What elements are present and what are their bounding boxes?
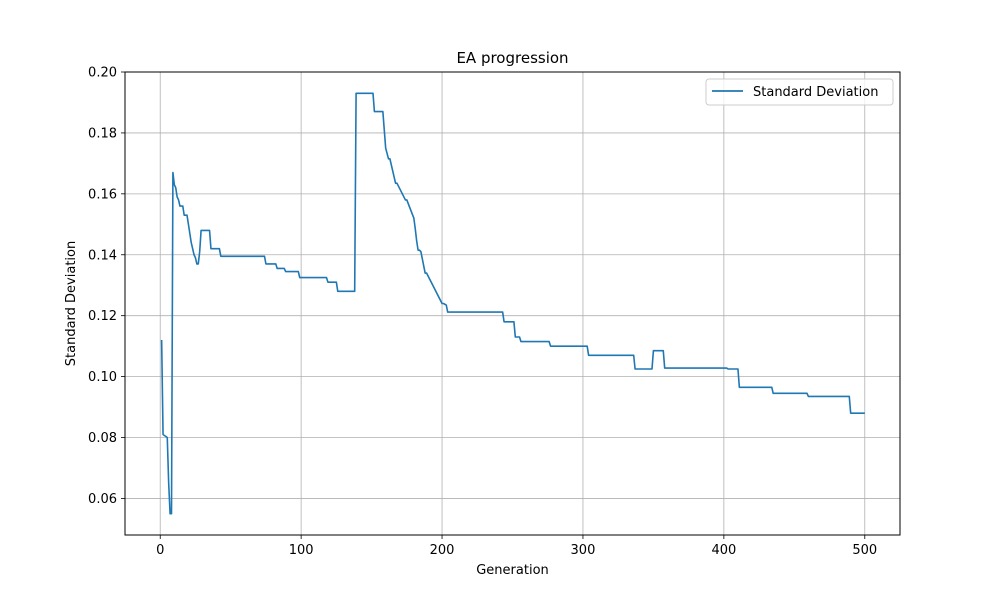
y-tick-label: 0.14 <box>88 248 117 263</box>
x-tick-label: 0 <box>156 543 164 558</box>
legend-box <box>705 78 894 106</box>
legend: Standard Deviation <box>705 78 894 106</box>
y-tick-label: 0.10 <box>88 370 117 385</box>
y-tick-label: 0.08 <box>88 431 117 446</box>
x-tick-label: 300 <box>571 543 596 558</box>
x-tick-label: 400 <box>711 543 736 558</box>
x-axis-label: Generation <box>476 563 549 578</box>
y-tick-label: 0.12 <box>88 309 117 324</box>
series-layer <box>160 92 865 515</box>
plot-area-frame <box>124 71 901 536</box>
x-tick-label: 100 <box>289 543 314 558</box>
chart-title: EA progression <box>456 49 568 67</box>
x-tick-label: 500 <box>852 543 877 558</box>
y-tick-label: 0.18 <box>88 126 117 141</box>
x-tick-label: 200 <box>430 543 455 558</box>
y-tick-label: 0.20 <box>88 66 117 81</box>
y-tick-label: 0.06 <box>88 492 117 507</box>
legend-label: Standard Deviation <box>753 85 878 100</box>
y-axis-label: Standard Deviation <box>64 241 79 366</box>
axis-ticks: 0 100 200 300 400 500 0.06 0.08 0.10 0.12 0.14 0.16… <box>88 66 877 559</box>
series-line <box>160 92 865 515</box>
y-tick-label: 0.16 <box>88 187 117 202</box>
